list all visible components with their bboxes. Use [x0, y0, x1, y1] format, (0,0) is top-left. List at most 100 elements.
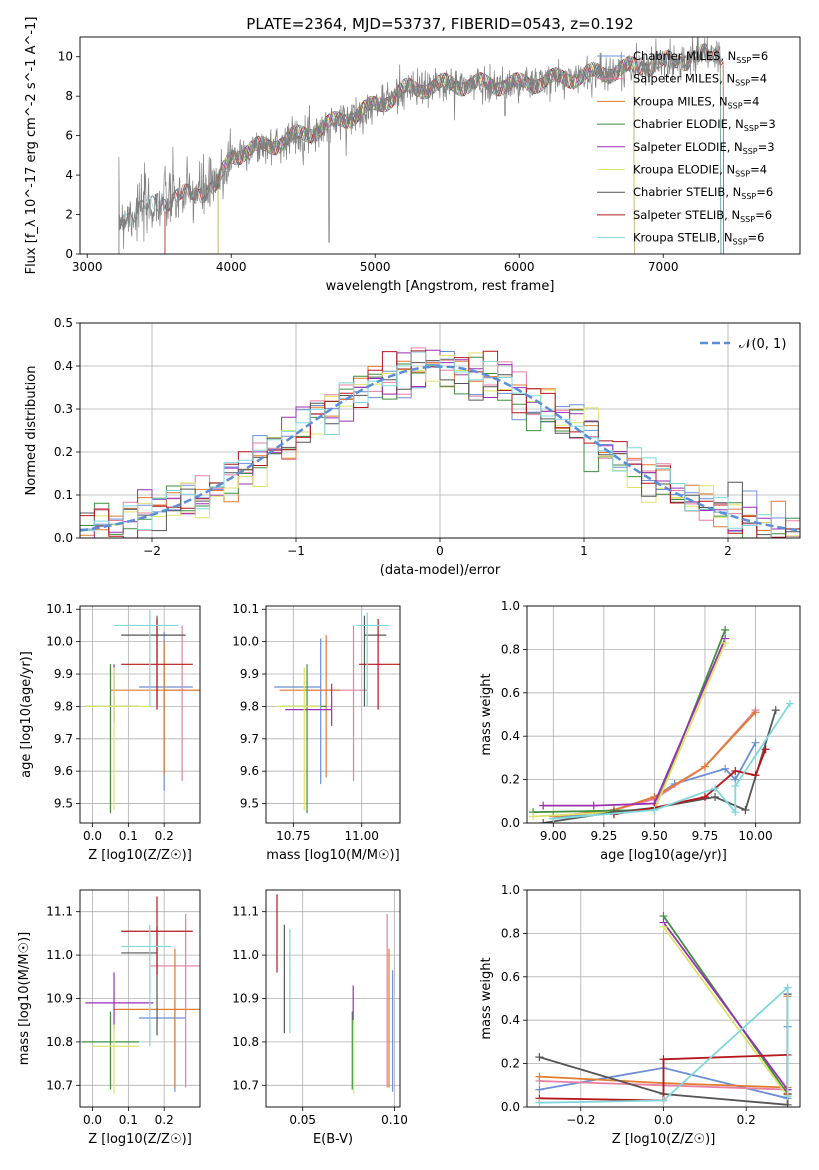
x-tick-label: 2 — [724, 544, 732, 558]
model-spectrum-line — [118, 43, 722, 254]
axes: 0.0 0.1 0.2 9.5 9.6 9.7 9.8 9.9 10.0 10.1 Z [log10… — [19, 602, 192, 863]
x-axis-label: age [log10(age/yr)] — [600, 848, 727, 863]
weight-marker — [589, 801, 598, 810]
y-tick-label: 0.0 — [501, 1100, 520, 1114]
y-tick-label: 10.1 — [232, 602, 259, 616]
y-tick-label: 0.4 — [501, 729, 520, 743]
errorbar — [81, 1011, 140, 1090]
x-tick-label: 10.00 — [738, 829, 772, 843]
x-tick-label: 0.05 — [289, 1113, 316, 1127]
y-axis-label: Flux [f_λ 10^-17 erg cm^-2 s^-1 A^-1] — [24, 17, 39, 275]
y-tick-label: 0.2 — [54, 445, 73, 459]
errorbar — [149, 913, 200, 1088]
axes-frame — [79, 605, 201, 824]
axes-frame — [265, 889, 401, 1108]
x-tick-label: 7000 — [648, 260, 679, 274]
x-tick-label: 0.0 — [83, 1113, 102, 1127]
y-tick-label: 10 — [58, 50, 73, 64]
x-axis-label: (data-model)/error — [380, 563, 501, 578]
y-tick-label: 6 — [65, 129, 73, 143]
y-tick-label: 0.4 — [54, 359, 73, 373]
x-tick-label: 1 — [580, 544, 588, 558]
legend-entry: Kroupa MILES, NSSP=4 — [633, 94, 759, 110]
legend-entry: Kroupa STELIB, NSSP=6 — [633, 231, 764, 247]
histogram-step — [80, 351, 800, 538]
y-tick-label: 10.0 — [46, 635, 73, 649]
x-tick-label: 0.0 — [83, 829, 102, 843]
weight-marker — [700, 762, 709, 771]
errorbar — [139, 631, 193, 791]
y-tick-label: 11.0 — [232, 948, 259, 962]
legend: 𝒩(0, 1) — [700, 337, 786, 352]
errorbars — [276, 894, 394, 1094]
weight-marker — [535, 1098, 544, 1107]
weight-marker — [549, 814, 558, 823]
weight-marker — [751, 771, 760, 780]
weight-marker — [659, 1096, 668, 1105]
weight-line — [533, 629, 727, 813]
spectrum-panel: 3000 4000 5000 6000 7000 0 2 4 6 8 10 wavelength [A… — [24, 17, 801, 294]
weight-marker — [539, 819, 548, 823]
spectrum-lines — [118, 37, 725, 254]
axes: 3000 4000 5000 6000 7000 0 2 4 6 8 10 wavelength [A… — [24, 17, 678, 294]
legend-entry: Chabrier MILES, NSSP=6 — [633, 49, 768, 65]
weight-line — [662, 926, 789, 1097]
errorbar — [92, 1024, 140, 1094]
y-tick-label: 11.0 — [46, 948, 73, 962]
y-tick-label: 11.1 — [232, 905, 259, 919]
y-tick-label: 10.0 — [232, 635, 259, 649]
axes: 0.05 0.10 10.7 10.8 10.9 11.0 11.1 E(B-V) — [232, 905, 408, 1147]
errorbar — [276, 667, 321, 811]
grid — [80, 890, 200, 1107]
weight-marker — [650, 805, 659, 814]
y-tick-label: 0.8 — [501, 642, 520, 656]
weight-marker — [529, 812, 538, 821]
errorbars — [85, 609, 200, 814]
axes-frame — [526, 889, 801, 1108]
x-tick-label: 0.0 — [654, 1113, 673, 1127]
y-tick-label: 9.9 — [54, 667, 73, 681]
errorbar — [164, 625, 200, 781]
y-tick-label: 10.1 — [46, 602, 73, 616]
y-tick-label: 0 — [65, 247, 73, 261]
y-tick-label: 0.0 — [501, 816, 520, 830]
x-tick-label: 0.2 — [737, 1113, 756, 1127]
legend-entry: 𝒩(0, 1) — [739, 337, 786, 352]
weight-marker — [711, 792, 720, 801]
y-tick-label: 0.1 — [54, 488, 73, 502]
weight-marker — [711, 784, 720, 793]
y-tick-label: 11.1 — [46, 905, 73, 919]
errorbar — [356, 612, 390, 707]
y-tick-label: 9.6 — [240, 764, 259, 778]
y-tick-label: 9.5 — [240, 797, 259, 811]
errorbar — [114, 609, 179, 707]
y-tick-label: 10.9 — [46, 992, 73, 1006]
y-axis-label: mass weight — [479, 957, 494, 1039]
x-tick-label: 9.00 — [540, 829, 567, 843]
axes: 9.00 9.25 9.50 9.75 10.00 0.0 0.2 0.4 0.6 0.8 1.0 a… — [479, 599, 773, 863]
x-tick-label: 0.1 — [119, 1113, 138, 1127]
legend-entry: Kroupa ELODIE, NSSP=4 — [633, 163, 767, 179]
errorbar — [121, 618, 193, 710]
y-tick-label: 1.0 — [501, 599, 520, 613]
x-tick-label: 9.25 — [590, 829, 617, 843]
weight-marker — [731, 782, 740, 791]
x-tick-label: 6000 — [504, 260, 535, 274]
grid — [266, 606, 400, 823]
axes-frame — [526, 605, 801, 824]
errorbar — [121, 896, 193, 975]
weight-vs-age-panel: 9.00 9.25 9.50 9.75 10.00 0.0 0.2 0.4 0.6 0.8 1.0 a… — [479, 599, 801, 863]
y-tick-label: 4 — [65, 168, 73, 182]
x-tick-label: −2 — [143, 544, 161, 558]
weight-marker — [751, 738, 760, 747]
axes-frame — [79, 889, 201, 1108]
x-tick-label: 0.1 — [119, 829, 138, 843]
weight-marker — [731, 808, 740, 817]
mass-vs-metallicity-panel: 0.0 0.1 0.2 10.7 10.8 10.9 11.0 11.1 Z [log10(Z/… — [17, 889, 201, 1147]
axes-frame — [265, 605, 401, 824]
x-axis-label: E(B-V) — [313, 1132, 353, 1147]
errorbar — [285, 683, 333, 726]
x-axis-label: Z [log10(Z/Z☉)] — [88, 1132, 192, 1147]
x-tick-label: 0.2 — [155, 1113, 174, 1127]
